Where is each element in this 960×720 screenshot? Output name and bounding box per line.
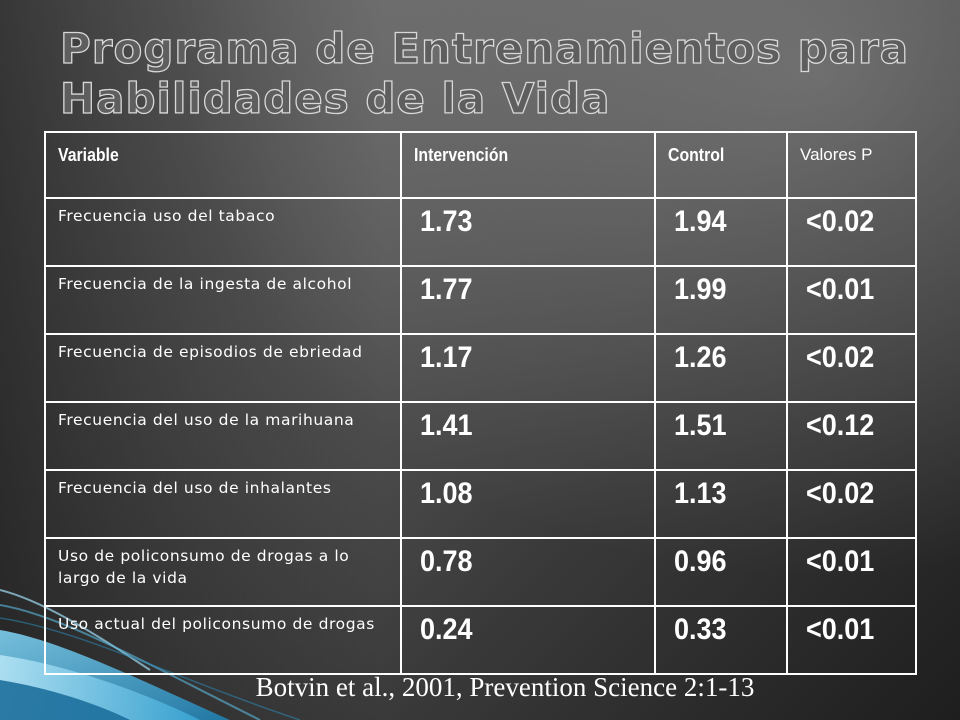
control-cell: 1.51	[654, 401, 788, 471]
control-cell: 1.99	[654, 265, 788, 335]
slide-title: Programa de Entrenamientos para Habilida…	[59, 23, 910, 123]
variable-cell: Frecuencia del uso de inhalantes	[44, 469, 402, 539]
table-header-row: Variable Intervención Control Valores P	[44, 131, 917, 199]
header-control: Control	[654, 131, 788, 199]
table-row: Frecuencia uso del tabaco 1.73 1.94 <0.0…	[44, 197, 917, 267]
header-intervencion: Intervención	[400, 131, 656, 199]
p-value-cell: <0.01	[786, 265, 917, 335]
p-value-cell: <0.02	[786, 333, 917, 403]
intervencion-cell: 0.24	[400, 605, 656, 675]
control-cell: 1.26	[654, 333, 788, 403]
table-row: Frecuencia de episodios de ebriedad 1.17…	[44, 333, 917, 403]
variable-cell: Uso de policonsumo de drogas a lo largo …	[44, 537, 402, 607]
intervencion-cell: 1.17	[400, 333, 656, 403]
table-row: Uso de policonsumo de drogas a lo largo …	[44, 537, 917, 607]
header-variable: Variable	[44, 131, 402, 199]
intervencion-cell: 1.08	[400, 469, 656, 539]
p-value-cell: <0.02	[786, 197, 917, 267]
variable-cell: Frecuencia del uso de la marihuana	[44, 401, 402, 471]
control-cell: 0.96	[654, 537, 788, 607]
results-table: Variable Intervención Control Valores P …	[44, 131, 917, 675]
table-row: Uso actual del policonsumo de drogas 0.2…	[44, 605, 917, 675]
variable-cell: Frecuencia uso del tabaco	[44, 197, 402, 267]
header-valores-p: Valores P	[786, 131, 917, 199]
variable-cell: Frecuencia de episodios de ebriedad	[44, 333, 402, 403]
citation: Botvin et al., 2001, Prevention Science …	[255, 672, 755, 702]
variable-cell: Frecuencia de la ingesta de alcohol	[44, 265, 402, 335]
intervencion-cell: 0.78	[400, 537, 656, 607]
table-row: Frecuencia del uso de inhalantes 1.08 1.…	[44, 469, 917, 539]
variable-cell: Uso actual del policonsumo de drogas	[44, 605, 402, 675]
p-value-cell: <0.12	[786, 401, 917, 471]
p-value-cell: <0.02	[786, 469, 917, 539]
control-cell: 0.33	[654, 605, 788, 675]
intervencion-cell: 1.73	[400, 197, 656, 267]
p-value-cell: <0.01	[786, 605, 917, 675]
table-row: Frecuencia de la ingesta de alcohol 1.77…	[44, 265, 917, 335]
control-cell: 1.94	[654, 197, 788, 267]
p-value-cell: <0.01	[786, 537, 917, 607]
control-cell: 1.13	[654, 469, 788, 539]
intervencion-cell: 1.77	[400, 265, 656, 335]
intervencion-cell: 1.41	[400, 401, 656, 471]
table-row: Frecuencia del uso de la marihuana 1.41 …	[44, 401, 917, 471]
